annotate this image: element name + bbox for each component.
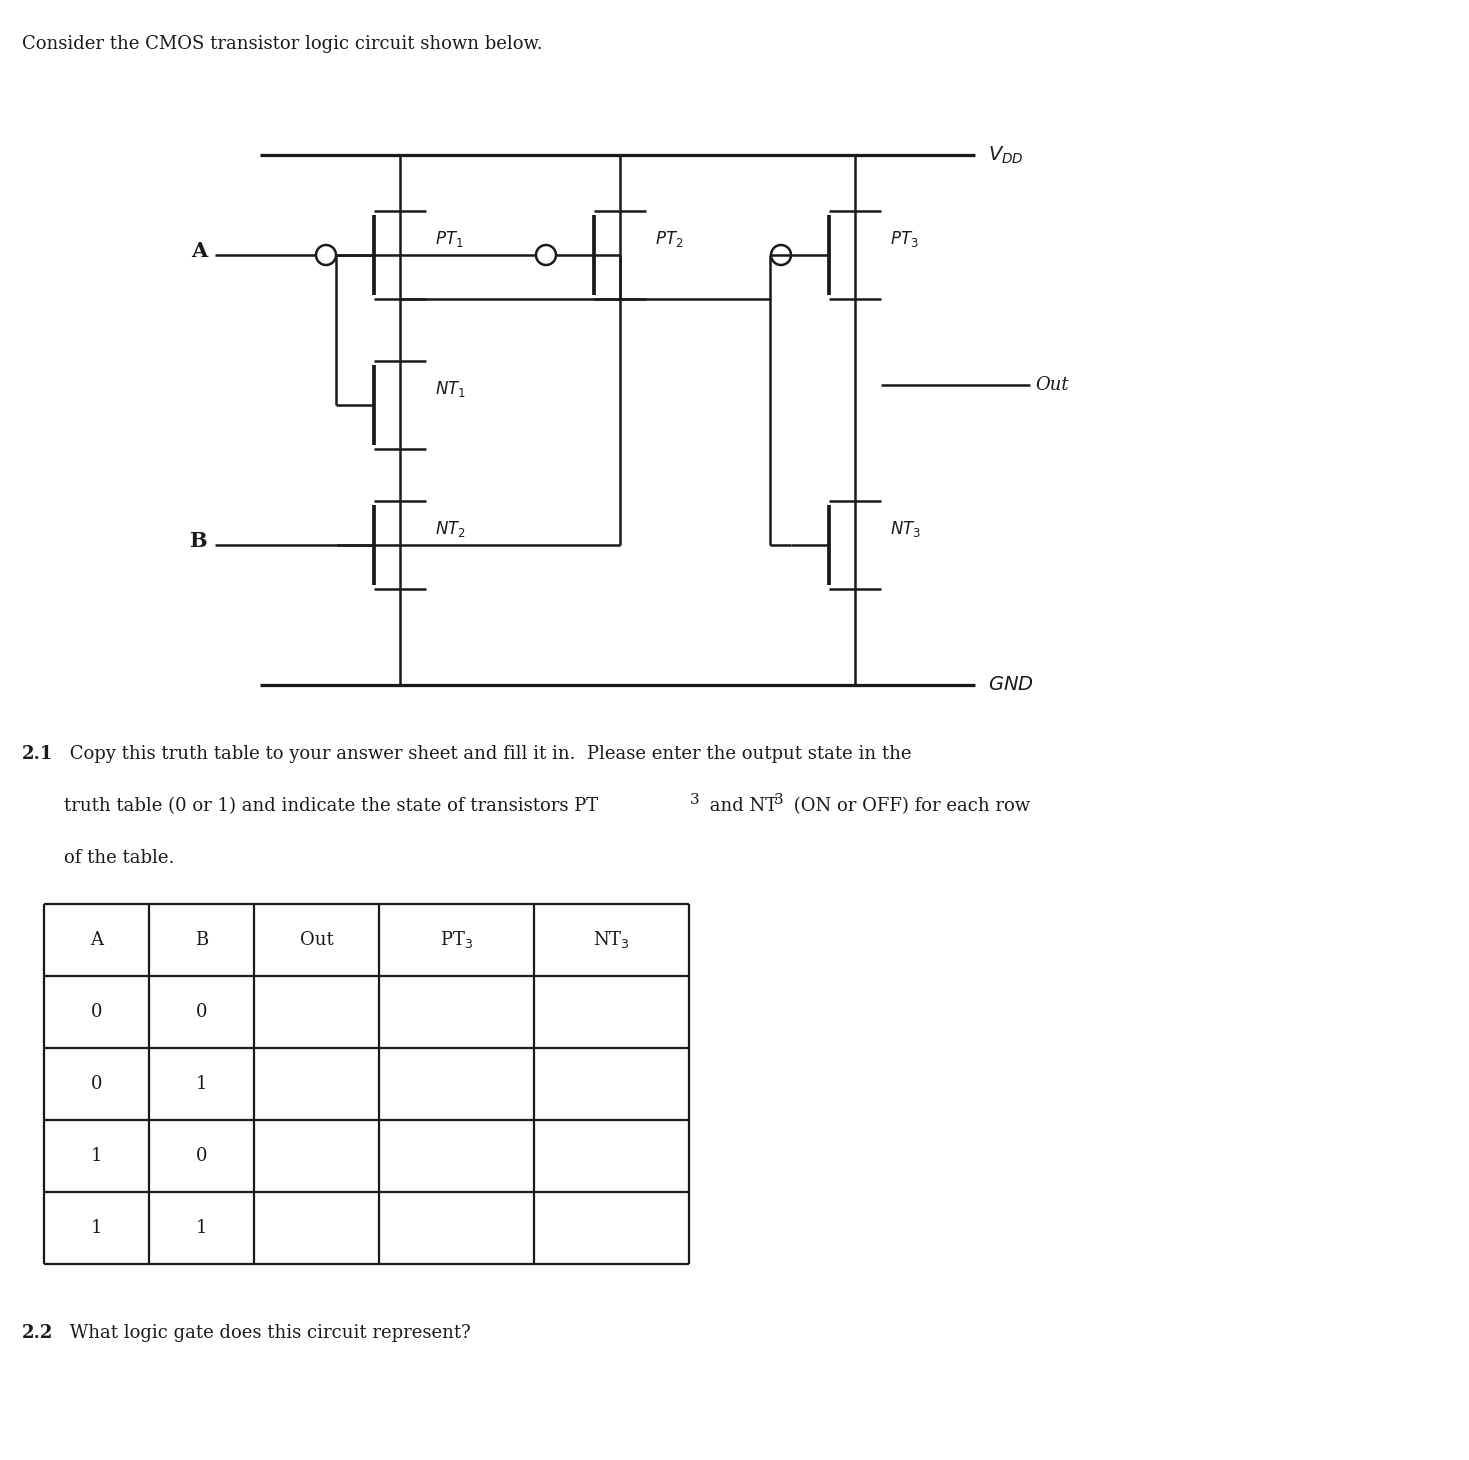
Text: NT$_3$: NT$_3$ bbox=[593, 930, 630, 950]
Text: 2.1: 2.1 bbox=[22, 745, 53, 764]
Text: truth table (0 or 1) and indicate the state of transistors PT: truth table (0 or 1) and indicate the st… bbox=[65, 797, 598, 815]
Text: and NT: and NT bbox=[704, 797, 777, 815]
Text: Out: Out bbox=[300, 931, 333, 949]
Text: $PT_2$: $PT_2$ bbox=[655, 229, 683, 250]
Text: 0: 0 bbox=[195, 1003, 207, 1021]
Text: (ON or OFF) for each row: (ON or OFF) for each row bbox=[787, 797, 1030, 815]
Text: 1: 1 bbox=[195, 1219, 207, 1237]
Text: 0: 0 bbox=[91, 1075, 103, 1094]
Text: A: A bbox=[90, 931, 103, 949]
Text: 1: 1 bbox=[195, 1075, 207, 1094]
Text: 0: 0 bbox=[195, 1148, 207, 1165]
Text: $NT_2$: $NT_2$ bbox=[435, 518, 466, 539]
Text: 2.2: 2.2 bbox=[22, 1324, 53, 1342]
Text: of the table.: of the table. bbox=[65, 850, 175, 867]
Text: What logic gate does this circuit represent?: What logic gate does this circuit repres… bbox=[65, 1324, 470, 1342]
Text: B: B bbox=[195, 931, 209, 949]
Text: Copy this truth table to your answer sheet and fill it in.  Please enter the out: Copy this truth table to your answer she… bbox=[65, 745, 911, 764]
Text: $PT_1$: $PT_1$ bbox=[435, 229, 464, 250]
Text: B: B bbox=[190, 531, 207, 550]
Text: Out: Out bbox=[1036, 377, 1068, 394]
Text: $V_{DD}$: $V_{DD}$ bbox=[989, 145, 1024, 165]
Text: $NT_1$: $NT_1$ bbox=[435, 380, 466, 399]
Text: PT$_3$: PT$_3$ bbox=[439, 930, 473, 950]
Text: $PT_3$: $PT_3$ bbox=[890, 229, 918, 250]
Text: $GND$: $GND$ bbox=[989, 676, 1034, 694]
Text: Consider the CMOS transistor logic circuit shown below.: Consider the CMOS transistor logic circu… bbox=[22, 35, 542, 53]
Text: 3: 3 bbox=[690, 793, 699, 807]
Text: 3: 3 bbox=[774, 793, 783, 807]
Text: 1: 1 bbox=[91, 1219, 103, 1237]
Text: 0: 0 bbox=[91, 1003, 103, 1021]
Text: A: A bbox=[191, 241, 207, 261]
Text: $NT_3$: $NT_3$ bbox=[890, 518, 921, 539]
Text: 1: 1 bbox=[91, 1148, 103, 1165]
